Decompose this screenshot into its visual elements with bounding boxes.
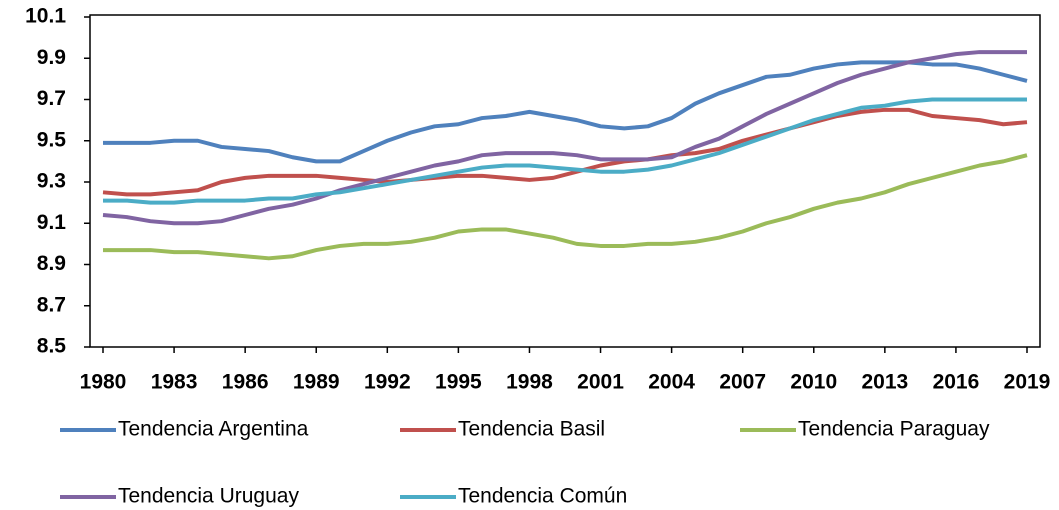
x-tick-label: 1986 xyxy=(222,371,269,394)
y-tick-label: 9.3 xyxy=(37,170,66,193)
x-tick-label: 2016 xyxy=(933,371,980,394)
legend-label: Tendencia Argentina xyxy=(118,418,309,441)
y-tick-label: 10.1 xyxy=(25,5,66,28)
x-tick-label: 1983 xyxy=(151,371,198,394)
series-line xyxy=(102,50,1027,226)
x-tick-label: 2001 xyxy=(577,371,624,394)
legend-label: Tendencia Uruguay xyxy=(118,485,299,508)
legend-label: Tendencia Común xyxy=(458,485,627,508)
x-tick-label: 1992 xyxy=(364,371,411,394)
legend-label: Tendencia Basil xyxy=(458,418,605,441)
y-tick-label: 9.1 xyxy=(37,211,67,234)
y-tick-label: 9.7 xyxy=(37,87,66,110)
x-tick-label: 2004 xyxy=(648,371,695,394)
x-tick-label: 1989 xyxy=(293,371,340,394)
series-line xyxy=(103,97,1027,205)
y-tick-label: 8.7 xyxy=(37,293,66,316)
x-tick-label: 1998 xyxy=(506,371,553,394)
x-tick-label: 2013 xyxy=(861,371,908,394)
y-tick-label: 9.9 xyxy=(37,46,66,69)
series-line xyxy=(103,153,1028,261)
x-tick-label: 1995 xyxy=(435,371,482,394)
x-tick-label: 2007 xyxy=(719,371,766,394)
series-line xyxy=(102,107,1028,197)
y-tick-label: 9.5 xyxy=(37,128,67,151)
y-tick-label: 8.9 xyxy=(37,252,66,275)
series-line xyxy=(103,60,1028,164)
x-tick-label: 2010 xyxy=(790,371,837,394)
x-tick-label: 1980 xyxy=(80,371,127,394)
plot-frame xyxy=(89,14,1041,348)
legend-label: Tendencia Paraguay xyxy=(798,418,990,441)
x-tick-label: 2019 xyxy=(1004,371,1051,394)
y-tick-label: 8.5 xyxy=(37,335,67,358)
